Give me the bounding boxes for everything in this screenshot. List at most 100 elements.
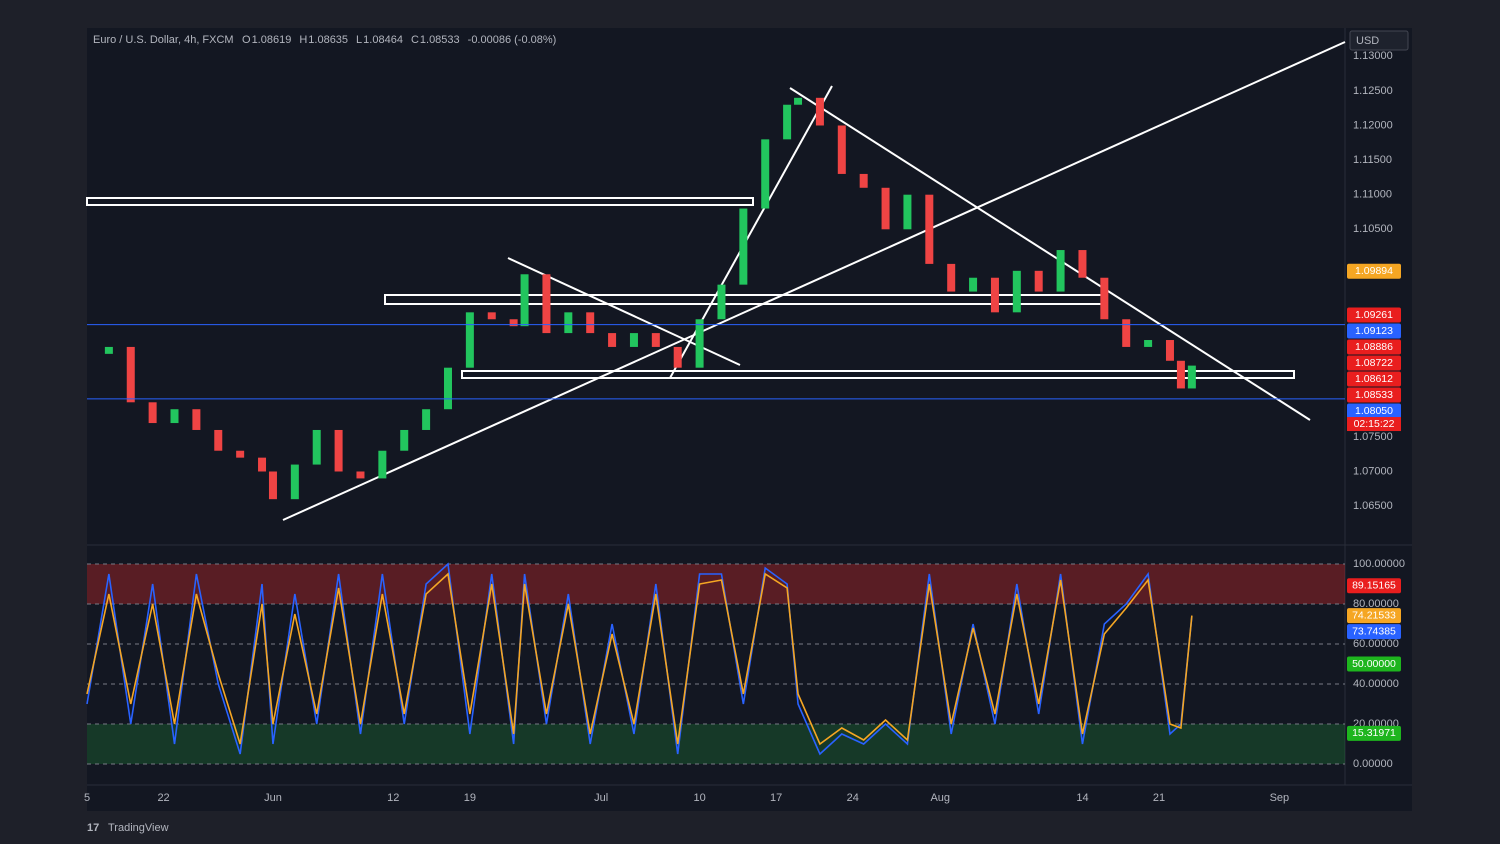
y-tick-label: 60.00000 xyxy=(1353,638,1399,650)
price-tag xyxy=(1347,403,1401,419)
ohlc-value: 1.08619 xyxy=(252,34,292,46)
candle xyxy=(214,429,223,451)
y-tick-label: 1.11000 xyxy=(1353,189,1392,201)
candle xyxy=(859,173,868,188)
oscillator-line xyxy=(86,572,1193,746)
x-tick-label: 12 xyxy=(387,792,399,804)
x-tick-label: Jun xyxy=(264,792,282,804)
candle xyxy=(312,429,321,465)
y-tick-label: 1.11500 xyxy=(1353,154,1392,166)
candle xyxy=(990,277,999,313)
ohlc-value: 1.08533 xyxy=(420,34,460,46)
price-tag-label: 1.08533 xyxy=(1355,389,1393,401)
candle xyxy=(1012,270,1021,313)
price-tag xyxy=(1347,725,1401,741)
price-tag-label: 73.74385 xyxy=(1352,625,1396,637)
x-tick-label: 24 xyxy=(847,792,859,804)
candle xyxy=(1187,365,1196,389)
price-tag-label: 1.08050 xyxy=(1355,405,1393,417)
price-tag-label: 89.15165 xyxy=(1352,579,1396,591)
price-tag xyxy=(1347,578,1401,594)
price-tag xyxy=(1347,355,1401,371)
x-tick-label: 17 xyxy=(770,792,782,804)
candle xyxy=(695,319,704,368)
ohlc-value: 1.08635 xyxy=(308,34,348,46)
candle xyxy=(443,367,452,410)
candle xyxy=(564,312,573,334)
candle xyxy=(1034,270,1043,292)
candle xyxy=(509,319,518,327)
chart-panel xyxy=(87,28,1412,811)
candle xyxy=(192,409,201,430)
candle xyxy=(717,284,726,320)
price-tag xyxy=(1347,307,1401,323)
price-tag xyxy=(1347,323,1401,339)
price-tag-label: 1.08612 xyxy=(1355,373,1393,385)
candle xyxy=(761,139,770,209)
candle xyxy=(258,457,267,472)
candle xyxy=(608,333,617,347)
ohlc-value: 1.08464 xyxy=(363,34,403,46)
symbol: Euro / U.S. Dollar, 4h, FXCM xyxy=(93,34,234,46)
x-tick-label: Jul xyxy=(594,792,608,804)
candle xyxy=(148,402,157,424)
y-tick-label: 100.00000 xyxy=(1353,558,1405,570)
x-tick-label: 14 xyxy=(1076,792,1088,804)
zone xyxy=(86,197,754,206)
ohlc-key: C xyxy=(411,34,419,46)
candle xyxy=(739,208,748,285)
price-tag xyxy=(1347,656,1401,672)
price-tag-label: 50.00000 xyxy=(1352,658,1396,670)
price-tag xyxy=(1347,624,1401,640)
change: -0.00086 (-0.08%) xyxy=(468,34,557,46)
candle xyxy=(400,429,409,451)
y-tick-label: 1.12000 xyxy=(1353,119,1393,131)
y-tick-label: 1.07500 xyxy=(1353,431,1393,443)
currency-box xyxy=(1349,30,1409,51)
zone xyxy=(461,370,1295,379)
candle xyxy=(1144,340,1153,347)
candle xyxy=(794,97,803,105)
brand: TradingView xyxy=(108,822,169,834)
oversold-zone xyxy=(87,724,1345,764)
candle xyxy=(969,277,978,292)
candle xyxy=(520,274,529,327)
ohlc-key: L xyxy=(356,34,362,46)
candle xyxy=(356,471,365,479)
candle xyxy=(104,346,113,354)
candle xyxy=(170,409,179,424)
candle xyxy=(487,312,496,320)
currency: USD xyxy=(1356,35,1379,47)
candle xyxy=(268,471,277,500)
candle xyxy=(837,125,846,174)
candle xyxy=(903,194,912,230)
candle xyxy=(126,346,135,403)
x-tick-label: 10 xyxy=(693,792,705,804)
candle xyxy=(334,429,343,472)
candle xyxy=(378,450,387,479)
x-tick-label: Aug xyxy=(930,792,950,804)
brand-logo: 17 xyxy=(87,822,99,834)
y-tick-label: 1.12500 xyxy=(1353,85,1393,97)
y-tick-label: 80.00000 xyxy=(1353,598,1399,610)
price-tag-label: 1.09123 xyxy=(1355,325,1393,337)
countdown: 02:15:22 xyxy=(1354,418,1395,430)
y-tick-label: 1.07000 xyxy=(1353,465,1393,477)
candle xyxy=(947,263,956,292)
candle xyxy=(815,97,824,126)
price-tag xyxy=(1347,608,1401,624)
overbought-zone xyxy=(87,564,1345,604)
price-tag-label: 1.08886 xyxy=(1355,341,1393,353)
candle xyxy=(465,312,474,368)
x-tick-label: 19 xyxy=(464,792,476,804)
candle xyxy=(1176,360,1185,389)
candle xyxy=(1100,277,1109,320)
price-tag xyxy=(1347,339,1401,355)
ohlc: O 1.08619 H 1.08635 L 1.08464 C 1.08533 -0.00086… xyxy=(242,34,556,46)
price-tag xyxy=(1347,387,1401,403)
candle xyxy=(783,104,792,140)
x-tick-label: 22 xyxy=(157,792,169,804)
price-tag-label: 1.08722 xyxy=(1355,357,1393,369)
candle xyxy=(236,450,245,458)
